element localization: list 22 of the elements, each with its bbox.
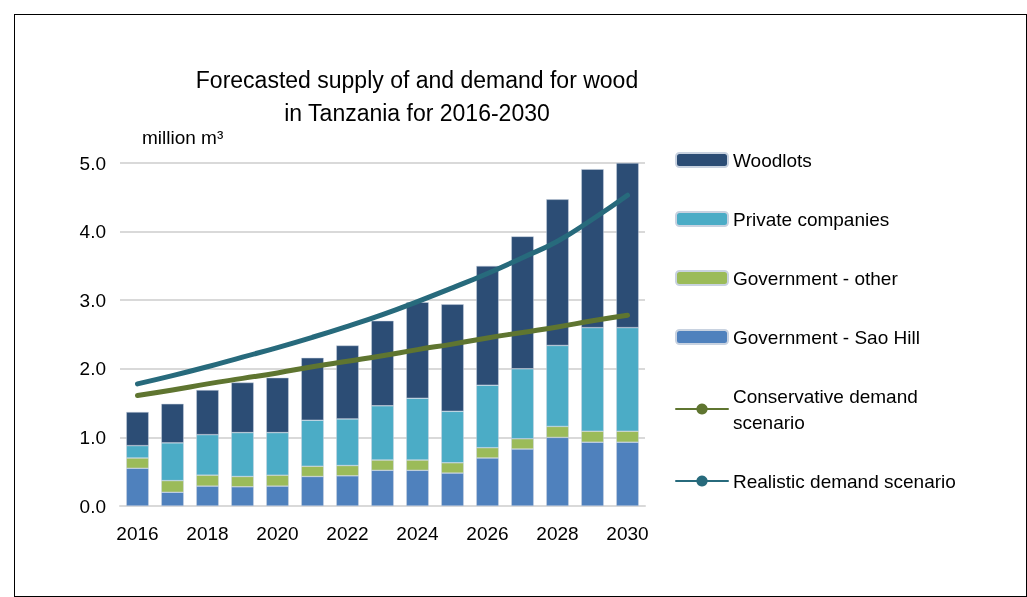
x-tick-label: 2020	[256, 523, 299, 544]
legend-label: Government - other	[733, 267, 899, 289]
x-tick-label: 2018	[186, 523, 229, 544]
chart-title: Forecasted supply of and demand for wood in Tanzania for 2016-2030	[195, 66, 639, 126]
y-axis-title: million m³	[142, 127, 224, 148]
y-tick-label: 0.0	[79, 495, 106, 517]
x-tick-label: 2028	[536, 523, 579, 544]
x-tick-label: 2024	[396, 523, 440, 544]
legend-label: Private companies	[733, 208, 890, 230]
y-tick-label: 3.0	[79, 289, 106, 311]
legend-label: Realistic demand scenario	[733, 470, 956, 492]
legend-label: Conservative demand scenario	[733, 385, 924, 433]
y-tick-label: 4.0	[79, 221, 106, 243]
x-tick-label: 2026	[466, 523, 509, 544]
y-tick-label: 5.0	[79, 152, 106, 174]
legend-label: Government - Sao Hill	[733, 326, 920, 348]
y-tick-label: 1.0	[79, 426, 106, 448]
x-tick-label: 2030	[606, 523, 649, 544]
x-tick-label: 2022	[326, 523, 369, 544]
y-tick-label: 2.0	[79, 358, 106, 380]
legend-label: Woodlots	[733, 149, 812, 171]
x-tick-label: 2016	[116, 523, 159, 544]
